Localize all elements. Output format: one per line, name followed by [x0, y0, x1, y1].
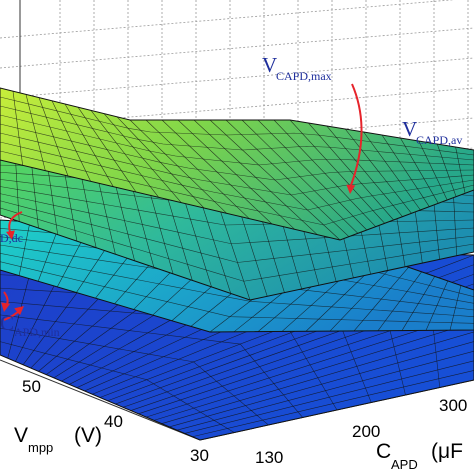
x-axis-label: V mpp (V): [14, 424, 102, 455]
grid-line: [0, 87, 474, 129]
mesh-line: [0, 132, 474, 196]
svg-text:mpp: mpp: [28, 440, 53, 455]
mesh-line: [129, 119, 227, 214]
mesh-line: [0, 96, 474, 156]
x-tick-label: 40: [104, 412, 123, 431]
grid-line: [0, 57, 474, 99]
axis-box-edge: [0, 359, 201, 441]
arrow-path: [8, 211, 23, 233]
svg-text:APD,min: APD,min: [14, 325, 60, 339]
arrow-head: [6, 230, 15, 240]
x-tick-label: 50: [22, 377, 41, 396]
svg-text:APD: APD: [391, 457, 418, 472]
svg-text:(μF: (μF: [431, 440, 463, 463]
arrow-path: [349, 83, 363, 189]
y-axis-label: C APD (μF: [376, 440, 463, 472]
svg-text:V: V: [14, 424, 28, 447]
grid-line: [0, 27, 474, 69]
svg-text:CAPD,av: CAPD,av: [416, 133, 462, 147]
annotation-max: V CAPD,max: [262, 53, 332, 83]
annotation-min: C APD,min: [0, 311, 60, 339]
y-tick-label: 130: [255, 448, 283, 467]
arrow-head: [346, 184, 356, 194]
mesh-line: [0, 141, 474, 211]
svg-text:V: V: [402, 117, 417, 141]
y-tick-label: 300: [439, 396, 467, 415]
svg-text:V: V: [262, 53, 277, 77]
mesh-line: [0, 253, 474, 317]
mesh-line: [0, 105, 474, 161]
mesh-line: [0, 341, 235, 433]
svg-text:C: C: [376, 440, 391, 463]
mesh-line: [0, 314, 303, 418]
svg-text:C: C: [0, 311, 14, 335]
mesh-line: [0, 261, 474, 324]
arrow-head: [1, 302, 10, 312]
y-tick-label: 200: [352, 422, 380, 441]
surface-V_CAPD,max: [0, 87, 474, 241]
mesh-line: [0, 200, 474, 263]
annotation-arrows: [1, 83, 363, 321]
mesh-line: [289, 119, 385, 224]
surfaces: [0, 87, 474, 441]
arrow-head: [14, 306, 24, 316]
mesh-line: [0, 123, 474, 181]
annotation-dc: D,dc: [0, 231, 23, 245]
mesh-line: [0, 150, 474, 226]
mesh-line: [0, 207, 474, 282]
grid-line: [0, 0, 456, 39]
svg-text:D,dc: D,dc: [0, 231, 23, 245]
mesh-line: [0, 114, 474, 166]
x-tick-label: 30: [190, 446, 209, 465]
svg-text:(V): (V): [74, 424, 102, 447]
svg-text:CAPD,max: CAPD,max: [276, 69, 332, 83]
mesh-line: [0, 186, 474, 226]
mesh-line: [0, 327, 269, 426]
mesh-line: [0, 193, 474, 245]
annotation-av: V CAPD,av: [402, 117, 462, 147]
